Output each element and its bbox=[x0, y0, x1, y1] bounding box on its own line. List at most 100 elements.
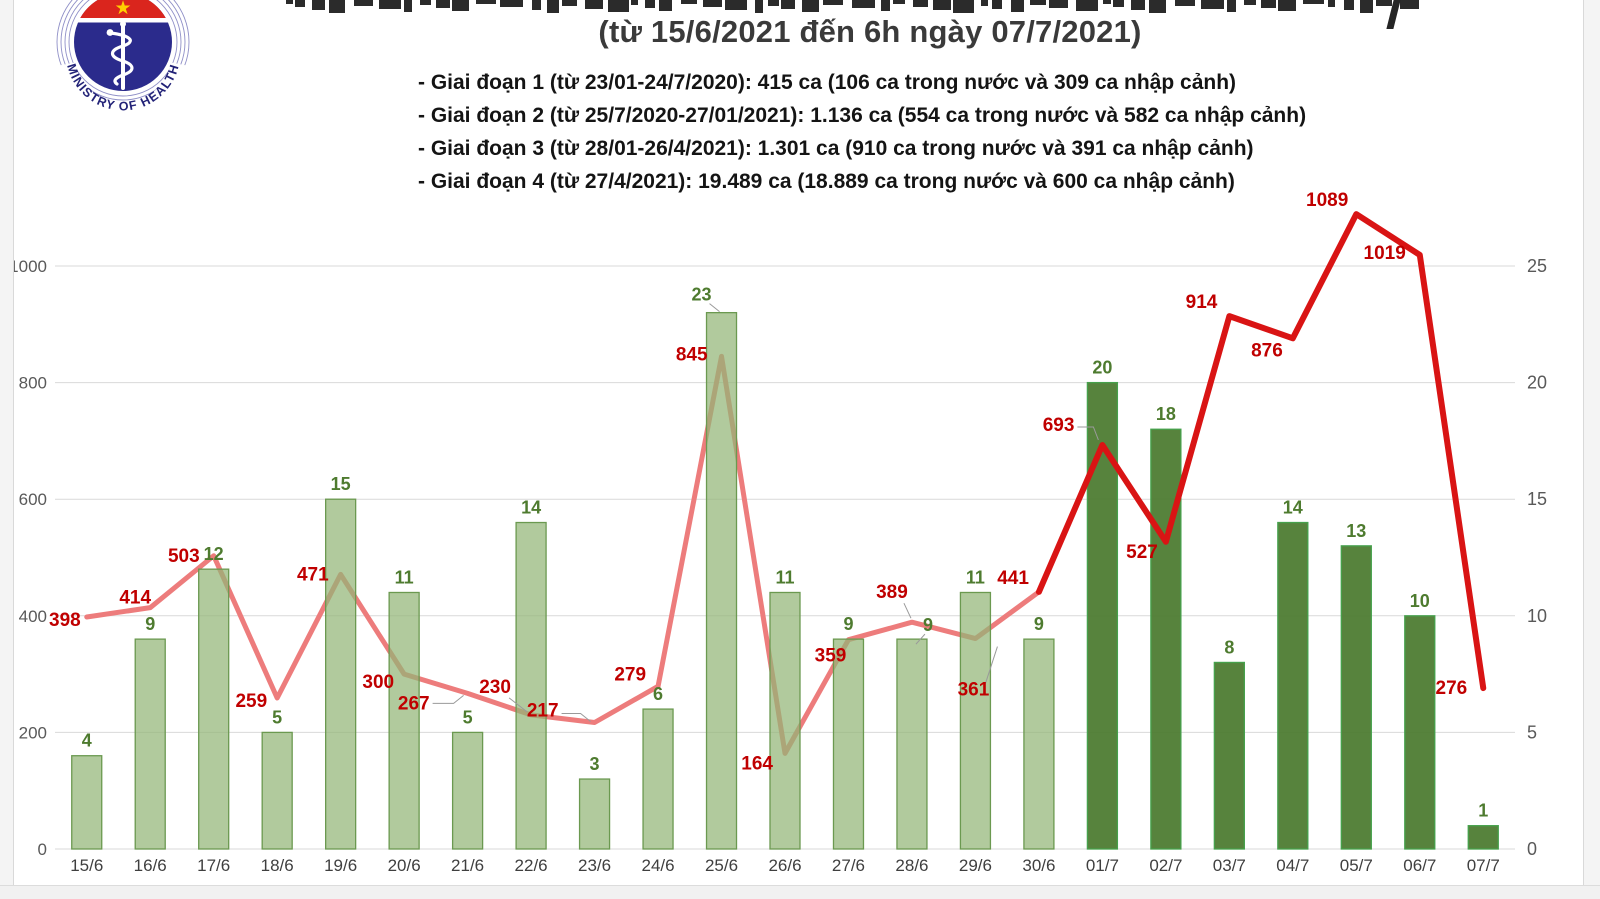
left-axis-label-800: 800 bbox=[19, 374, 47, 393]
line-label-02/7: 527 bbox=[1126, 542, 1158, 563]
x-axis-label-03/7: 03/7 bbox=[1213, 856, 1246, 875]
bar-07/7 bbox=[1467, 825, 1499, 850]
bar-label-02/7: 18 bbox=[1156, 404, 1176, 424]
line-label-23/6: 217 bbox=[527, 700, 559, 721]
line-label-25/6: 845 bbox=[676, 344, 708, 365]
line-label-22/6: 230 bbox=[479, 677, 511, 698]
phase-line-1: - Giai đoạn 1 (từ 23/01-24/7/2020): 415 … bbox=[418, 71, 1237, 94]
bar-03/7 bbox=[1213, 661, 1245, 850]
bar-label-06/7: 10 bbox=[1410, 591, 1430, 611]
bar-label-leader-25/6 bbox=[709, 303, 720, 313]
bar-label-29/6: 11 bbox=[966, 567, 985, 587]
x-axis-label-29/6: 29/6 bbox=[959, 856, 992, 875]
x-axis-label-06/7: 06/7 bbox=[1403, 856, 1436, 875]
bar-label-22/6: 14 bbox=[521, 498, 541, 518]
right-axis-label-10: 10 bbox=[1527, 606, 1547, 626]
right-axis-label-5: 5 bbox=[1527, 722, 1537, 742]
bar-label-16/6: 9 bbox=[145, 614, 155, 634]
line-label-20/6: 300 bbox=[362, 672, 394, 693]
bar-15/6 bbox=[71, 755, 103, 850]
bar-21/6 bbox=[451, 731, 484, 850]
line-label-18/6: 259 bbox=[235, 691, 267, 712]
line-label-03/7: 914 bbox=[1186, 292, 1218, 313]
line-label-16/6: 414 bbox=[119, 588, 151, 609]
bar-label-24/6: 6 bbox=[653, 684, 663, 704]
x-axis-label-04/7: 04/7 bbox=[1276, 856, 1309, 875]
left-axis-label-400: 400 bbox=[19, 607, 47, 626]
line-label-leader-22/6 bbox=[508, 697, 528, 713]
bar-label-04/7: 14 bbox=[1283, 498, 1303, 518]
bar-label-15/6: 4 bbox=[82, 731, 92, 751]
bar-19/6 bbox=[325, 498, 357, 850]
phase-line-4: - Giai đoạn 4 (từ 27/4/2021): 19.489 ca … bbox=[418, 170, 1235, 193]
rod-of-asclepius-icon bbox=[106, 21, 134, 90]
bar-22/6 bbox=[515, 521, 547, 850]
line-label-04/7: 876 bbox=[1251, 340, 1283, 361]
logo-red-band bbox=[79, 0, 167, 20]
bar-label-leader-28/6 bbox=[915, 633, 926, 645]
line-series-june bbox=[84, 353, 1042, 756]
bar-label-30/6: 9 bbox=[1034, 614, 1044, 634]
bar-17/6 bbox=[198, 568, 230, 850]
line-label-leader-29/6 bbox=[984, 646, 998, 684]
x-axis-label-05/7: 05/7 bbox=[1340, 856, 1373, 875]
x-axis-label-01/7: 01/7 bbox=[1086, 856, 1119, 875]
line-label-05/7: 1089 bbox=[1306, 190, 1348, 211]
bar-label-26/6: 11 bbox=[775, 567, 794, 587]
left-axis-label-1000: 1000 bbox=[9, 257, 47, 276]
right-axis-label-25: 25 bbox=[1527, 256, 1547, 276]
bar-label-05/7: 13 bbox=[1346, 521, 1366, 541]
x-axis-label-20/6: 20/6 bbox=[388, 856, 421, 875]
slide-bottom-edge bbox=[0, 885, 1600, 899]
line-label-leader-01/7 bbox=[1077, 426, 1099, 441]
bar-28/6 bbox=[896, 638, 928, 850]
line-label-leader-21/6 bbox=[432, 694, 464, 704]
bar-26/6 bbox=[769, 591, 801, 850]
line-series-july bbox=[1035, 211, 1487, 692]
line-label-26/6: 164 bbox=[741, 753, 773, 774]
bar-02/7 bbox=[1150, 428, 1182, 850]
line-label-29/6: 361 bbox=[958, 680, 990, 701]
bar-20/6 bbox=[388, 591, 420, 850]
line-label-21/6: 267 bbox=[398, 693, 430, 714]
x-axis-label-16/6: 16/6 bbox=[134, 856, 167, 875]
line-label-24/6: 279 bbox=[614, 664, 646, 685]
right-axis-label-0: 0 bbox=[1527, 839, 1537, 859]
line-label-17/6: 503 bbox=[168, 546, 200, 567]
line-label-06/7: 1019 bbox=[1364, 243, 1406, 264]
x-axis-label-18/6: 18/6 bbox=[261, 856, 294, 875]
phase-line-2: - Giai đoạn 2 (từ 25/7/2020-27/01/2021):… bbox=[418, 104, 1307, 127]
bar-23/6 bbox=[578, 778, 611, 850]
right-axis-label-15: 15 bbox=[1527, 489, 1547, 509]
bar-label-17/6: 12 bbox=[204, 544, 224, 564]
x-axis-label-28/6: 28/6 bbox=[895, 856, 928, 875]
x-axis-label-26/6: 26/6 bbox=[768, 856, 801, 875]
line-label-27/6: 359 bbox=[815, 646, 847, 667]
chart-subtitle: (từ 15/6/2021 đến 6h ngày 07/7/2021) bbox=[598, 14, 1142, 49]
left-axis-label-0: 0 bbox=[38, 840, 47, 859]
star-icon: ★ bbox=[114, 0, 131, 19]
bar-label-07/7: 1 bbox=[1478, 801, 1488, 821]
right-axis-label-20: 20 bbox=[1527, 373, 1547, 393]
x-axis-label-23/6: 23/6 bbox=[578, 856, 611, 875]
bar-24/6 bbox=[642, 708, 674, 850]
line-label-19/6: 471 bbox=[297, 564, 329, 585]
x-axis-label-25/6: 25/6 bbox=[705, 856, 738, 875]
bar-label-18/6: 5 bbox=[272, 707, 282, 727]
bar-label-20/6: 11 bbox=[395, 567, 414, 587]
bar-25/6 bbox=[705, 311, 738, 850]
slide-right-edge bbox=[1583, 0, 1600, 899]
line-label-leader-23/6 bbox=[561, 712, 591, 722]
line-label-leader-28/6 bbox=[903, 603, 912, 619]
line-label-15/6: 398 bbox=[49, 610, 81, 631]
cutoff-title-fragments bbox=[286, 0, 1444, 15]
bar-label-23/6: 3 bbox=[590, 754, 600, 774]
bar-06/7 bbox=[1404, 615, 1436, 850]
ministry-of-health-logo: ★ MINISTRY OF HEALTH bbox=[56, 0, 190, 119]
x-axis-label-24/6: 24/6 bbox=[641, 856, 674, 875]
phase-line-3: - Giai đoạn 3 (từ 28/01-26/4/2021): 1.30… bbox=[418, 137, 1254, 160]
bar-18/6 bbox=[261, 731, 293, 850]
x-axis-label-19/6: 19/6 bbox=[324, 856, 357, 875]
bar-27/6 bbox=[832, 638, 865, 850]
